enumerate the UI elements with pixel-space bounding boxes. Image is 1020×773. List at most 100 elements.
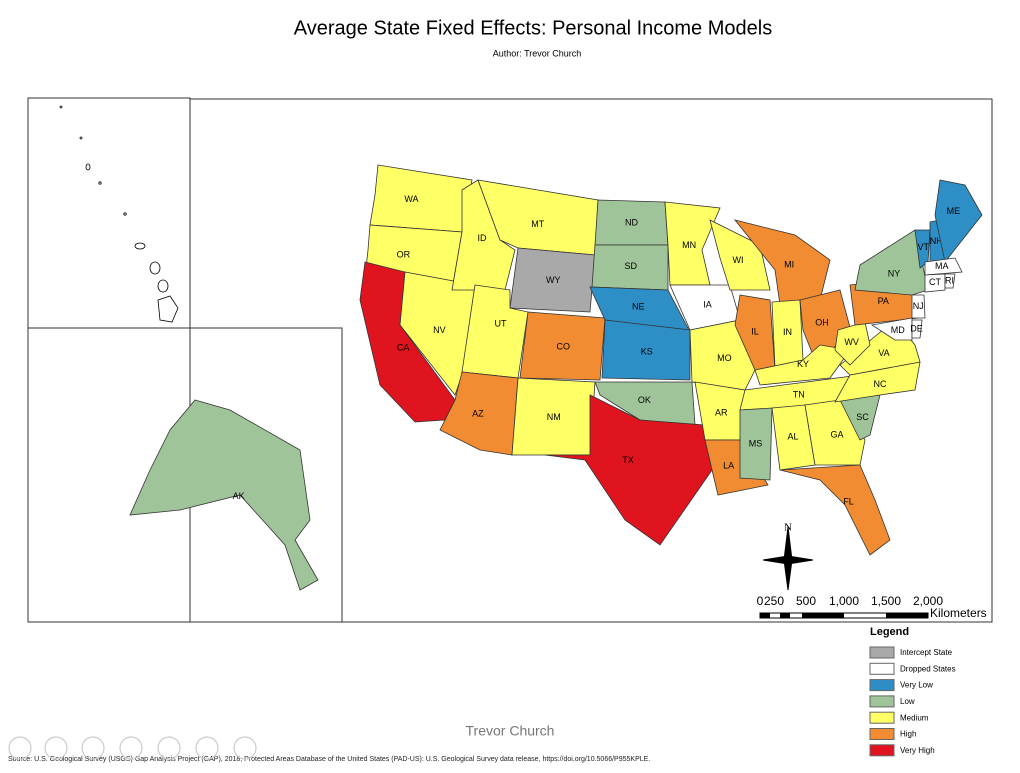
state-label: NJ xyxy=(913,301,924,311)
state-label: DE xyxy=(910,323,923,333)
state-label: NC xyxy=(874,379,887,389)
legend-swatch xyxy=(869,728,895,740)
state-label: MD xyxy=(891,325,905,335)
state-label: WY xyxy=(546,275,561,285)
slideshow-toolbar xyxy=(8,736,257,760)
state-label: AK xyxy=(233,491,245,501)
pen-button[interactable] xyxy=(81,736,105,760)
state-label: MT xyxy=(531,219,544,229)
state xyxy=(779,464,891,556)
north-arrow: N xyxy=(762,522,814,591)
state xyxy=(911,319,923,339)
state-label: MI xyxy=(784,259,794,269)
legend-label: Very Low xyxy=(900,681,933,690)
state-label: IN xyxy=(783,327,792,337)
legend-label: Low xyxy=(900,697,915,706)
legend-swatch xyxy=(869,679,895,692)
state xyxy=(129,399,319,591)
state-label: VA xyxy=(878,348,889,358)
state-label: GA xyxy=(830,429,843,439)
slides-button[interactable] xyxy=(119,736,143,760)
state-label: IA xyxy=(703,299,712,309)
legend-swatch xyxy=(869,646,895,659)
scale-label: 250 xyxy=(764,594,784,608)
state-label: ID xyxy=(478,233,488,243)
state xyxy=(519,311,606,381)
state xyxy=(369,164,473,233)
scale-unit: Kilometers xyxy=(930,606,987,620)
state-label: NH xyxy=(930,236,943,246)
state-label: ND xyxy=(625,217,638,227)
legend-label: Dropped States xyxy=(900,664,956,673)
state-label: NM xyxy=(547,412,561,422)
state-label: NE xyxy=(632,302,645,312)
more-button[interactable] xyxy=(233,736,257,760)
state-label: MO xyxy=(717,353,732,363)
legend-swatch xyxy=(869,711,895,724)
state-label: NV xyxy=(433,325,446,335)
north-label: N xyxy=(784,522,792,534)
state xyxy=(924,273,946,293)
state xyxy=(689,319,756,391)
prev-button[interactable] xyxy=(8,736,32,760)
state-label: WA xyxy=(404,194,418,204)
legend-swatch xyxy=(869,695,895,708)
screen-button[interactable] xyxy=(195,736,219,760)
next-button[interactable] xyxy=(44,736,68,760)
legend-label: Very High xyxy=(900,746,935,755)
state-label: IL xyxy=(751,326,759,336)
state-label: AR xyxy=(715,407,728,417)
author: Author: Trevor Church xyxy=(493,48,582,58)
zoom-button[interactable] xyxy=(157,736,181,760)
state-label: VT xyxy=(917,242,929,252)
hawaii xyxy=(59,105,179,323)
state-label: OK xyxy=(638,395,651,405)
map-frame xyxy=(189,98,993,623)
state-label: AZ xyxy=(472,409,484,419)
state-label: RI xyxy=(945,275,954,285)
state xyxy=(544,394,713,546)
state-label: KY xyxy=(797,359,809,369)
scale-label: 2,000 xyxy=(913,594,943,608)
state xyxy=(870,317,913,341)
state-label: TN xyxy=(793,389,805,399)
state-label: FL xyxy=(843,497,854,507)
legend-swatch xyxy=(869,744,895,757)
state xyxy=(509,247,596,313)
state xyxy=(924,257,963,276)
state-label: UT xyxy=(495,319,507,329)
alaska-inset xyxy=(27,327,343,623)
scale-label: 1,000 xyxy=(829,594,859,608)
legend-label: Intercept State xyxy=(900,648,953,657)
title: Average State Fixed Effects: Personal In… xyxy=(294,17,772,39)
state-label: ME xyxy=(947,206,961,216)
legend-label: Medium xyxy=(900,713,929,722)
state-label: SC xyxy=(856,412,869,422)
state-label: WI xyxy=(733,255,744,265)
state xyxy=(944,273,956,289)
source: Source: U.S. Geological Survey (USGS) Ga… xyxy=(8,756,650,763)
state-label: NY xyxy=(888,268,901,278)
state xyxy=(704,439,769,496)
state-label: KS xyxy=(641,346,653,356)
legend-title: Legend xyxy=(870,626,909,638)
state xyxy=(601,319,691,381)
state xyxy=(934,179,983,263)
state-label: PA xyxy=(878,296,889,306)
state xyxy=(739,407,773,481)
state-label: OH xyxy=(815,317,829,327)
scale-label: 500 xyxy=(796,594,816,608)
state-label: MA xyxy=(935,261,949,271)
state-label: CA xyxy=(397,343,410,353)
state xyxy=(911,294,926,319)
legend-label: High xyxy=(900,730,916,739)
legend-swatch xyxy=(869,662,895,675)
scale-label: 1,500 xyxy=(871,594,901,608)
state-label: MN xyxy=(682,240,696,250)
scale-bar xyxy=(759,612,929,619)
scale-label: 0 xyxy=(757,594,764,608)
hawaii-inset xyxy=(27,97,191,329)
state-label: CT xyxy=(929,277,941,287)
